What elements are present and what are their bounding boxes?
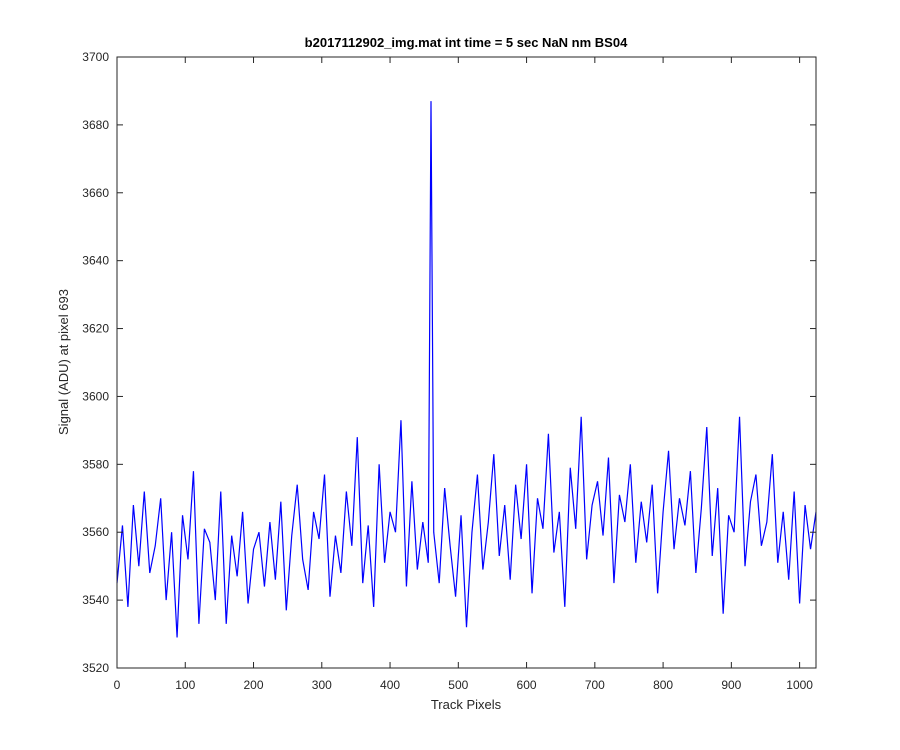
y-tick-label: 3580 xyxy=(82,457,109,471)
x-tick-label: 900 xyxy=(721,678,741,692)
x-tick-label: 0 xyxy=(114,678,121,692)
plot-area xyxy=(117,57,816,668)
y-tick-label: 3540 xyxy=(82,593,109,607)
plot-frame xyxy=(116,56,817,669)
series-line-0 xyxy=(116,101,817,638)
x-tick-label: 300 xyxy=(312,678,332,692)
x-tick-label: 1000 xyxy=(786,678,813,692)
x-axis: 0 100 200 300 400 500 600 700 800 900 1000 xyxy=(114,57,813,692)
y-tick-label: 3600 xyxy=(82,389,109,403)
series-layer xyxy=(116,101,817,638)
y-tick-label: 3560 xyxy=(82,525,109,539)
y-tick-label: 3660 xyxy=(82,186,109,200)
y-tick-label: 3520 xyxy=(82,661,109,675)
x-tick-label: 800 xyxy=(653,678,673,692)
x-axis-label: Track Pixels xyxy=(431,697,502,712)
y-tick-label: 3700 xyxy=(82,50,109,64)
y-axis-label: Signal (ADU) at pixel 693 xyxy=(56,289,71,435)
y-axis: 3520 3540 3560 3580 3600 3620 3640 3660 3680 3700 xyxy=(82,50,816,675)
x-tick-label: 400 xyxy=(380,678,400,692)
y-tick-label: 3680 xyxy=(82,118,109,132)
x-tick-label: 500 xyxy=(448,678,468,692)
x-tick-label: 700 xyxy=(585,678,605,692)
x-tick-label: 600 xyxy=(517,678,537,692)
x-tick-label: 200 xyxy=(244,678,264,692)
y-tick-label: 3620 xyxy=(82,322,109,336)
x-tick-label: 100 xyxy=(175,678,195,692)
y-tick-label: 3640 xyxy=(82,254,109,268)
chart-title: b2017112902_img.mat int time = 5 sec NaN… xyxy=(305,35,628,50)
